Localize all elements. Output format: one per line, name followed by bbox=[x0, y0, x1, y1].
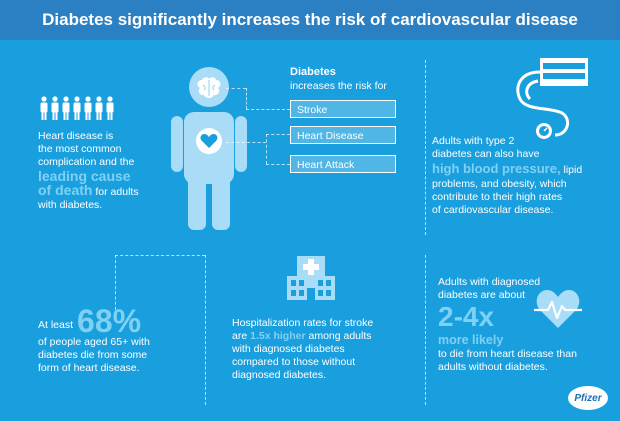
text-line: diabetes are about bbox=[438, 289, 525, 301]
divider-line bbox=[115, 255, 116, 315]
text-line: among adults bbox=[308, 330, 372, 342]
connector-line bbox=[246, 109, 290, 110]
two-to-four-stat: Adults with diagnosed diabetes are about… bbox=[438, 276, 608, 374]
text-line: contribute to their high rates bbox=[432, 191, 563, 203]
text-line: lipid bbox=[563, 164, 583, 176]
connector-line bbox=[246, 88, 247, 109]
heart-disease-text: Heart disease is the most common complic… bbox=[38, 130, 168, 212]
blood-pressure-monitor-icon bbox=[516, 58, 588, 139]
risk-item-stroke: Stroke bbox=[290, 100, 396, 118]
text-line: with diagnosed diabetes bbox=[232, 343, 345, 355]
connector-line bbox=[266, 134, 290, 135]
connector-line bbox=[266, 134, 267, 164]
connector-line bbox=[226, 142, 266, 143]
sixty-eight-percent-stat: At least 68% of people aged 65+ with dia… bbox=[38, 303, 198, 375]
text-line: for adults bbox=[95, 186, 139, 198]
logo-text: Pfizer bbox=[574, 392, 602, 404]
divider-line bbox=[425, 60, 426, 235]
people-row-icon bbox=[40, 96, 114, 120]
blood-pressure-text: Adults with type 2 diabetes can also hav… bbox=[432, 135, 614, 217]
text-line: form of heart disease. bbox=[38, 362, 140, 374]
text-line: Adults with diagnosed bbox=[438, 276, 541, 288]
divider-line bbox=[115, 255, 205, 256]
percent-value: 68% bbox=[77, 303, 142, 339]
two-to-four-value: 2-4x bbox=[438, 301, 495, 332]
risk-item-heart-disease: Heart Disease bbox=[290, 126, 396, 144]
more-likely-highlight: more likely bbox=[438, 333, 504, 347]
hospital-icon bbox=[287, 256, 335, 300]
text-line: are bbox=[232, 330, 248, 342]
high-blood-pressure-highlight: high blood pressure, bbox=[432, 161, 561, 176]
brain-icon bbox=[197, 77, 221, 98]
text-line: Adults with type 2 bbox=[432, 135, 515, 147]
text-line: to die from heart disease than bbox=[438, 348, 577, 360]
heartbeat-icon bbox=[534, 290, 582, 328]
heart-icon bbox=[196, 128, 222, 154]
text-line: At least bbox=[38, 319, 74, 331]
risk-item-heart-attack: Heart Attack bbox=[290, 155, 396, 173]
risk-title: Diabetes bbox=[290, 66, 336, 78]
page-title: Diabetes significantly increases the ris… bbox=[42, 10, 578, 29]
one-point-five-highlight: 1.5x higher bbox=[250, 330, 306, 342]
text-line: Hospitalization rates for stroke bbox=[232, 317, 374, 329]
of-death-highlight: of death bbox=[38, 182, 93, 198]
pfizer-logo: Pfizer bbox=[568, 386, 608, 410]
text-line: compared to those without bbox=[232, 356, 356, 368]
text-line: with diabetes. bbox=[38, 199, 103, 211]
header-banner: Diabetes significantly increases the ris… bbox=[0, 0, 620, 40]
text-line: diabetes die from some bbox=[38, 349, 148, 361]
divider-line bbox=[425, 255, 426, 405]
text-line: the most common bbox=[38, 143, 122, 155]
text-line: problems, and obesity, which bbox=[432, 178, 567, 190]
risk-subtitle: increases the risk for bbox=[290, 80, 387, 92]
text-line: Heart disease is bbox=[38, 130, 114, 142]
text-line: diagnosed diabetes. bbox=[232, 369, 326, 381]
divider-line bbox=[205, 255, 206, 405]
connector-line bbox=[266, 164, 290, 165]
text-line: adults without diabetes. bbox=[438, 361, 548, 373]
text-line: complication and the bbox=[38, 156, 135, 168]
text-line: of people aged 65+ with bbox=[38, 336, 150, 348]
hospitalization-text: Hospitalization rates for stroke are 1.5… bbox=[232, 317, 422, 382]
text-line: of cardiovascular disease. bbox=[432, 204, 554, 216]
text-line: diabetes can also have bbox=[432, 148, 540, 160]
connector-line bbox=[226, 88, 246, 89]
leading-cause-highlight: leading cause bbox=[38, 168, 131, 184]
